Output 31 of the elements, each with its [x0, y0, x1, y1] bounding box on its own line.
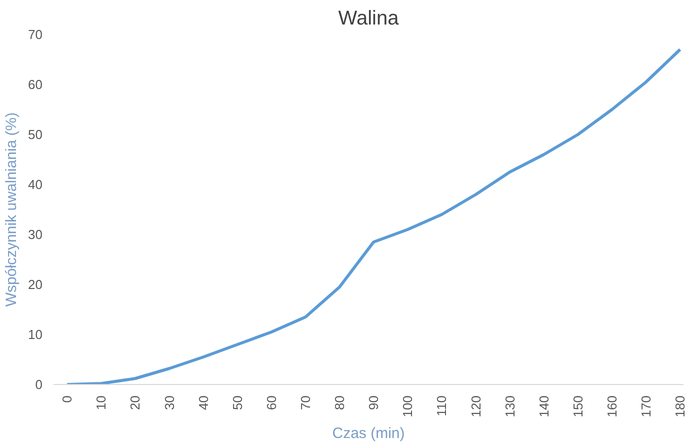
- x-axis-title: Czas (min): [332, 425, 405, 442]
- y-tick-label: 10: [28, 327, 43, 342]
- y-tick-label: 50: [28, 127, 43, 142]
- x-tick-label: 180: [672, 395, 688, 418]
- y-tick-label: 60: [28, 77, 43, 92]
- y-tick-label: 40: [28, 177, 43, 192]
- x-tick-label: 40: [196, 395, 211, 410]
- x-tick-label: 60: [264, 395, 279, 410]
- x-tick-label: 70: [298, 395, 313, 410]
- y-tick-label: 0: [35, 377, 43, 392]
- x-tick-label: 30: [162, 395, 177, 410]
- x-tick-label: 0: [60, 395, 75, 403]
- x-tick-label: 160: [604, 395, 620, 418]
- line-series: [66, 48, 682, 384]
- y-axis-title: Współczynnik uwalniania (%): [3, 112, 20, 307]
- x-tick-label: 120: [468, 395, 484, 418]
- x-tick-label: 110: [434, 395, 450, 416]
- x-tick-label: 140: [536, 395, 552, 418]
- x-tick-label: 100: [400, 395, 416, 418]
- x-tick-label: 80: [332, 395, 348, 410]
- x-tick-label: 90: [366, 395, 382, 410]
- x-tick-label: 10: [94, 395, 109, 410]
- x-tick-label: 20: [128, 395, 143, 410]
- y-tick-label: 30: [28, 227, 43, 242]
- x-tick-label: 170: [638, 395, 654, 418]
- y-tick-label: 70: [28, 27, 43, 42]
- y-tick-label: 20: [28, 277, 43, 292]
- chart-title: Walina: [338, 8, 400, 30]
- x-tick-label: 50: [230, 395, 245, 410]
- x-tick-label: 130: [502, 395, 518, 418]
- x-tick-label: 150: [570, 395, 586, 418]
